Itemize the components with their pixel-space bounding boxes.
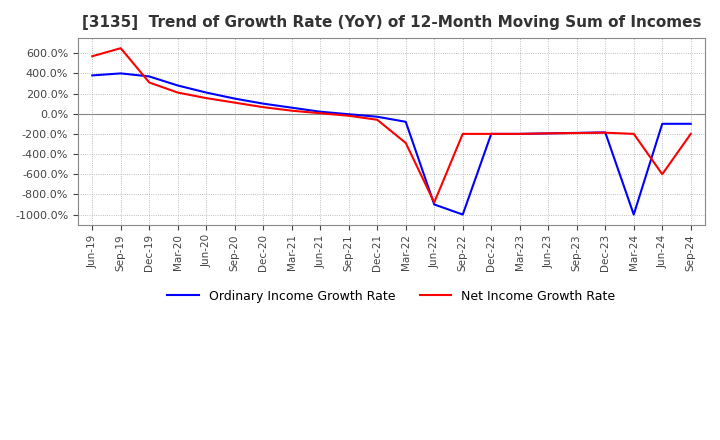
Ordinary Income Growth Rate	[88, 73, 96, 78]
Net Income Growth Rate	[487, 131, 495, 136]
Net Income Growth Rate	[174, 90, 182, 95]
Ordinary Income Growth Rate	[686, 121, 695, 126]
Ordinary Income Growth Rate	[202, 90, 210, 95]
Ordinary Income Growth Rate	[145, 74, 153, 79]
Ordinary Income Growth Rate	[601, 130, 610, 135]
Title: [3135]  Trend of Growth Rate (YoY) of 12-Month Moving Sum of Incomes: [3135] Trend of Growth Rate (YoY) of 12-…	[82, 15, 701, 30]
Legend: Ordinary Income Growth Rate, Net Income Growth Rate: Ordinary Income Growth Rate, Net Income …	[163, 285, 621, 308]
Net Income Growth Rate	[202, 95, 210, 101]
Net Income Growth Rate	[402, 140, 410, 146]
Ordinary Income Growth Rate	[287, 105, 296, 110]
Net Income Growth Rate	[344, 113, 353, 118]
Net Income Growth Rate	[686, 131, 695, 136]
Net Income Growth Rate	[316, 110, 325, 116]
Net Income Growth Rate	[259, 105, 268, 110]
Ordinary Income Growth Rate	[544, 131, 552, 136]
Line: Net Income Growth Rate: Net Income Growth Rate	[92, 48, 690, 202]
Net Income Growth Rate	[117, 46, 125, 51]
Net Income Growth Rate	[572, 130, 581, 136]
Ordinary Income Growth Rate	[658, 121, 667, 126]
Ordinary Income Growth Rate	[430, 202, 438, 207]
Ordinary Income Growth Rate	[259, 101, 268, 106]
Net Income Growth Rate	[459, 131, 467, 136]
Net Income Growth Rate	[430, 200, 438, 205]
Ordinary Income Growth Rate	[174, 83, 182, 88]
Ordinary Income Growth Rate	[117, 71, 125, 76]
Net Income Growth Rate	[544, 131, 552, 136]
Net Income Growth Rate	[145, 80, 153, 85]
Net Income Growth Rate	[629, 131, 638, 136]
Net Income Growth Rate	[658, 172, 667, 177]
Ordinary Income Growth Rate	[316, 109, 325, 114]
Ordinary Income Growth Rate	[459, 212, 467, 217]
Ordinary Income Growth Rate	[402, 119, 410, 125]
Ordinary Income Growth Rate	[230, 96, 239, 101]
Ordinary Income Growth Rate	[572, 130, 581, 136]
Net Income Growth Rate	[601, 130, 610, 136]
Net Income Growth Rate	[373, 117, 382, 122]
Net Income Growth Rate	[88, 54, 96, 59]
Net Income Growth Rate	[230, 100, 239, 105]
Ordinary Income Growth Rate	[487, 131, 495, 136]
Ordinary Income Growth Rate	[516, 131, 524, 136]
Line: Ordinary Income Growth Rate: Ordinary Income Growth Rate	[92, 73, 690, 215]
Ordinary Income Growth Rate	[629, 212, 638, 217]
Net Income Growth Rate	[516, 131, 524, 136]
Net Income Growth Rate	[287, 108, 296, 114]
Ordinary Income Growth Rate	[344, 112, 353, 117]
Ordinary Income Growth Rate	[373, 114, 382, 119]
